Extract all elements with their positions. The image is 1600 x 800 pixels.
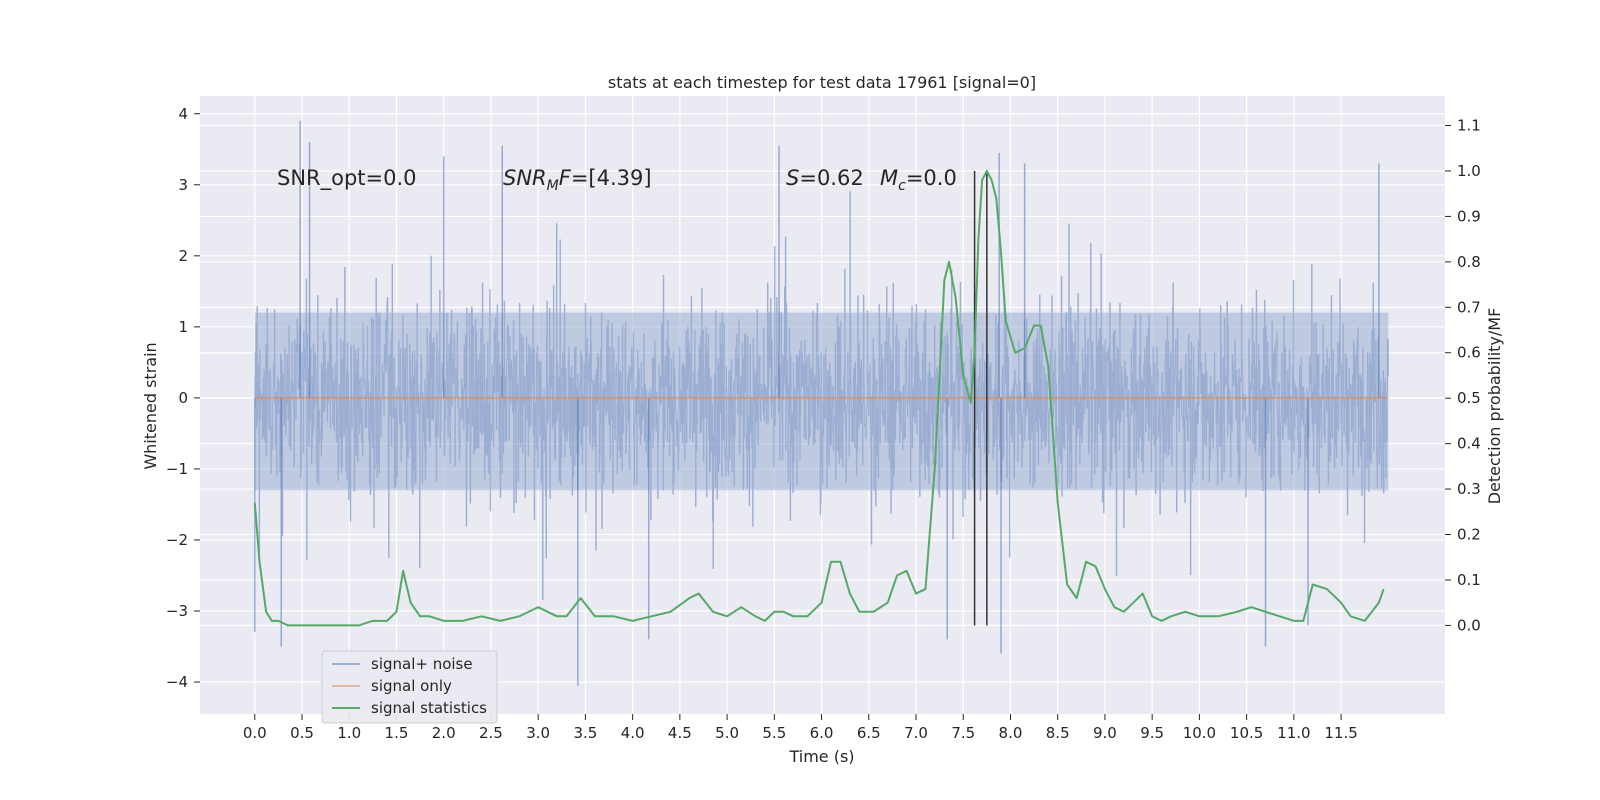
y-left-tick-label: −2 [166, 531, 188, 549]
x-tick-label: 1.5 [385, 724, 409, 742]
annotation-mc: Mc=0.0 [880, 166, 957, 194]
y-left-tick-label: −1 [166, 460, 188, 478]
legend: signal+ noise signal only signal statist… [321, 650, 498, 724]
x-tick-label: 2.5 [479, 724, 503, 742]
x-tick-label: 5.0 [715, 724, 739, 742]
y-left-tick-label: 4 [178, 105, 188, 123]
x-tick-label: 0.0 [243, 724, 267, 742]
snr-mf-italic2: F [559, 166, 572, 190]
y-right-tick-label: 0.7 [1457, 298, 1481, 316]
y-right-tick-label: 0.1 [1457, 571, 1481, 589]
x-tick-label: 0.5 [290, 724, 314, 742]
y-left-tick-label: 0 [178, 389, 188, 407]
snr-mf-italic: SNR [503, 166, 547, 190]
signal-statistics-line [253, 169, 1385, 627]
vertical-markers [973, 170, 988, 626]
y-left-tick-label: 2 [178, 247, 188, 265]
x-tick-label: 9.5 [1140, 724, 1164, 742]
x-tick-label: 7.5 [951, 724, 975, 742]
y-left-tick-label: −4 [166, 673, 188, 691]
snr-mf-value: =[4.39] [571, 166, 652, 190]
annotation-snr-opt: SNR_opt=0.0 [277, 166, 417, 191]
legend-entry-stats: signal statistics [371, 699, 487, 717]
mc-label: M [880, 166, 898, 190]
y-right-tick-label: 0.2 [1457, 526, 1481, 544]
x-tick-label: 1.0 [337, 724, 361, 742]
y-left-axis-label: Whitened strain [141, 342, 160, 469]
y-left-tick-label: 3 [178, 176, 188, 194]
y-right-tick-label: 1.1 [1457, 117, 1481, 135]
x-tick-label: 7.0 [904, 724, 928, 742]
snr-mf-sub: M [547, 178, 559, 194]
x-tick-label: 11.0 [1277, 724, 1310, 742]
noise-core-band [254, 312, 1389, 491]
x-tick-label: 10.5 [1230, 724, 1263, 742]
y-left-tick-label: 1 [178, 318, 188, 336]
x-tick-label: 8.0 [999, 724, 1023, 742]
legend-entry-signal-only: signal only [371, 677, 452, 695]
s-label: S [786, 166, 799, 190]
y-right-tick-label: 0.4 [1457, 435, 1481, 453]
x-tick-label: 8.5 [1046, 724, 1070, 742]
mc-value: =0.0 [906, 166, 957, 190]
x-tick-label: 3.0 [526, 724, 550, 742]
noise-series [254, 120, 1389, 686]
legend-box [321, 650, 498, 724]
y-right-tick-label: 1.0 [1457, 162, 1481, 180]
x-tick-label: 5.5 [762, 724, 786, 742]
y-right-tick-label: 0.8 [1457, 253, 1481, 271]
x-tick-label: 10.0 [1183, 724, 1216, 742]
y-left-tick-label: −3 [166, 602, 188, 620]
y-right-tick-label: 0.5 [1457, 389, 1481, 407]
y-right-tick-label: 0.0 [1457, 616, 1481, 634]
annotation-snr-mf: SNRMF=[4.39] [503, 166, 652, 194]
y-right-tick-label: 0.3 [1457, 480, 1481, 498]
chart-title: stats at each timestep for test data 179… [608, 73, 1036, 92]
mc-sub: c [898, 178, 906, 194]
x-tick-label: 6.5 [857, 724, 881, 742]
x-tick-label: 4.0 [621, 724, 645, 742]
x-tick-label: 4.5 [668, 724, 692, 742]
x-axis-label: Time (s) [788, 747, 854, 766]
y-right-tick-label: 0.9 [1457, 207, 1481, 225]
legend-entry-noise: signal+ noise [371, 655, 473, 673]
s-value: =0.62 [799, 166, 863, 190]
x-tick-label: 3.5 [573, 724, 597, 742]
y-right-axis-label: Detection probability/MF [1485, 308, 1504, 505]
annotation-s: S=0.62 [786, 166, 864, 190]
x-tick-label: 9.0 [1093, 724, 1117, 742]
x-tick-label: 2.0 [432, 724, 456, 742]
x-ticks: 0.0 0.5 1.0 1.5 2.0 2.5 3.0 3.5 4.0 4.5 5.0 5.5 6.0 6… [243, 714, 1358, 742]
y-right-tick-label: 0.6 [1457, 344, 1481, 362]
x-tick-label: 11.5 [1324, 724, 1357, 742]
y-left-ticks: −4 −3 −2 −1 0 1 2 3 4 [166, 105, 200, 691]
signal-statistics-series [253, 169, 1385, 627]
x-tick-label: 6.0 [810, 724, 834, 742]
y-right-ticks: 0.0 0.1 0.2 0.3 0.4 0.5 0.6 0.7 0.8 0.9 1.0 1.1 [1445, 117, 1481, 634]
